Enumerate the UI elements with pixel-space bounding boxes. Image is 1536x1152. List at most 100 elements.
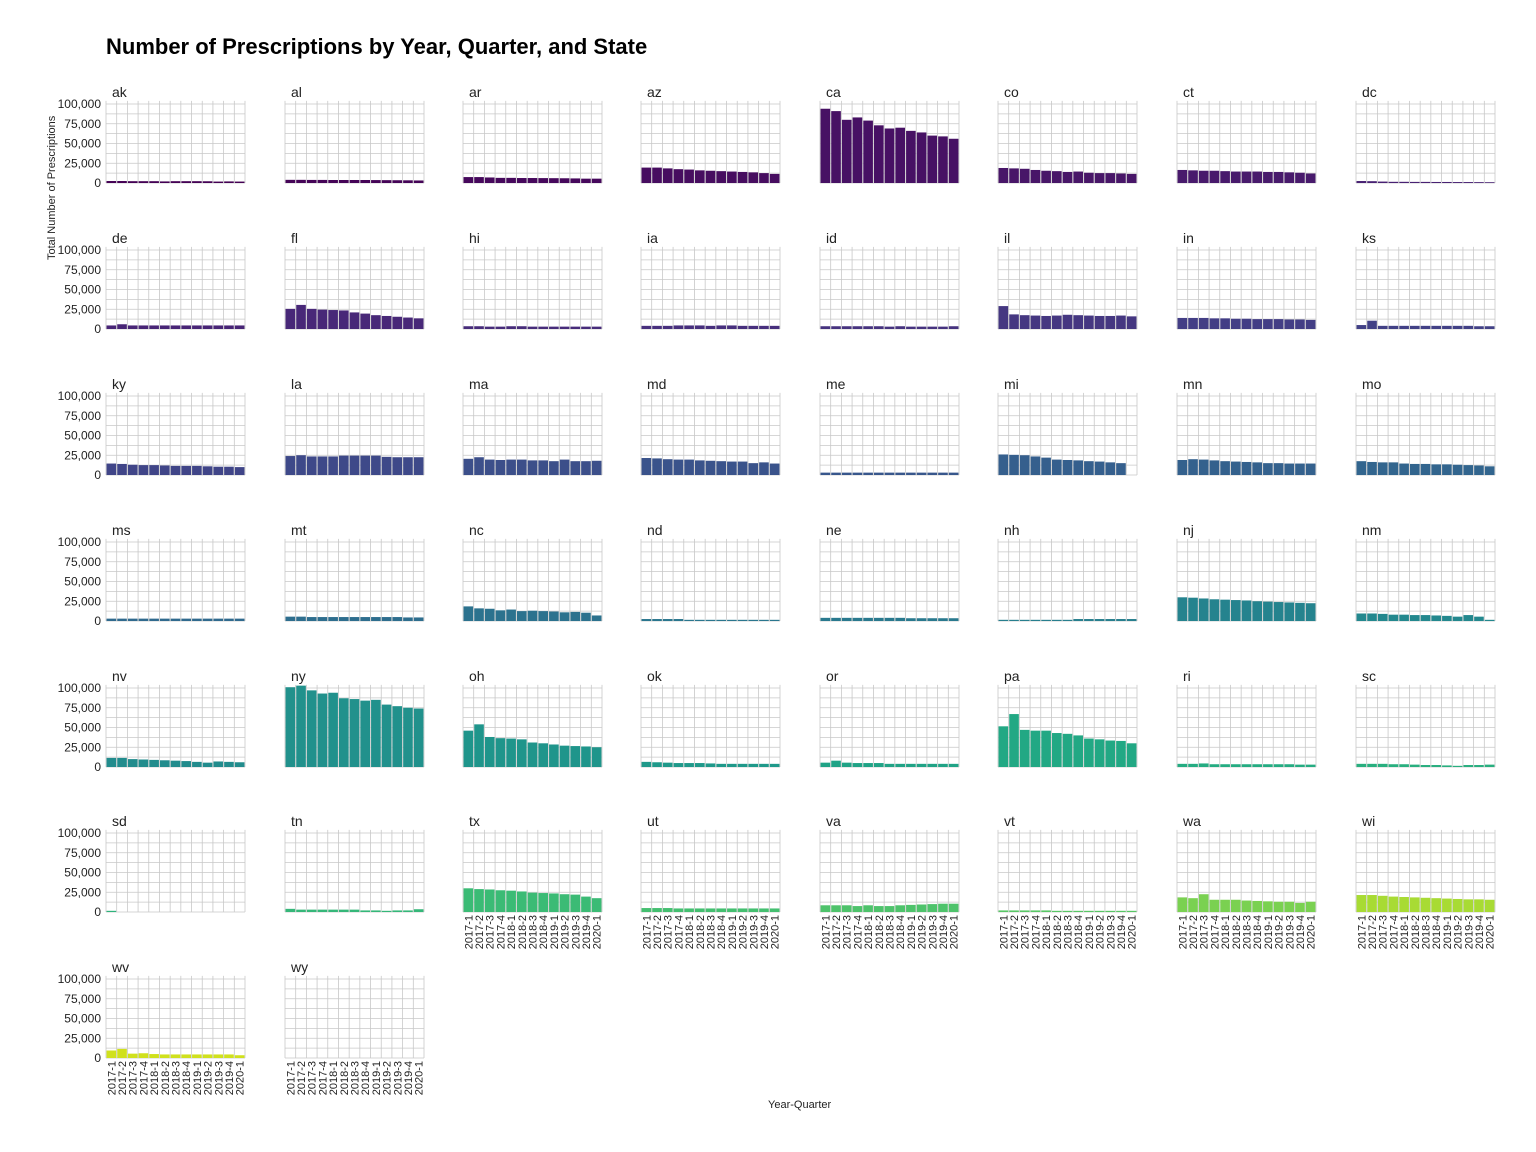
- bar-md-2019-3: [748, 463, 759, 475]
- bar-ky-2017-2: [117, 463, 127, 475]
- bar-or-2020-1: [948, 763, 959, 767]
- facet-label: ms: [112, 522, 131, 538]
- bar-wv-2019-2: [202, 1054, 213, 1058]
- bar-ks-2018-2: [1409, 325, 1420, 329]
- bar-hi-2017-3: [484, 326, 495, 329]
- x-tick-label: 2019-4: [938, 915, 950, 949]
- bar-az-2019-3: [748, 172, 759, 183]
- bar-ma-2019-4: [581, 461, 591, 475]
- x-tick-label: 2017-3: [1020, 915, 1032, 949]
- facet-label: ri: [1183, 668, 1191, 684]
- bar-il-2019-3: [1105, 315, 1116, 329]
- bar-wv-2018-2: [159, 1054, 170, 1058]
- facet-az: az: [640, 84, 781, 184]
- bar-ne-2019-2: [916, 618, 927, 621]
- bar-la-2017-3: [306, 456, 317, 475]
- bar-sc-2019-2: [1452, 765, 1463, 767]
- facet-label: wy: [290, 959, 308, 975]
- bar-hi-2017-4: [495, 326, 506, 329]
- bar-ms-2019-2: [202, 618, 213, 621]
- bar-pa-2017-1: [998, 726, 1009, 767]
- facet-ct: ct: [1176, 84, 1317, 184]
- bar-nv-2019-4: [224, 761, 234, 767]
- bar-va-2017-3: [841, 905, 852, 912]
- facet-ky: ky 0 25,000 50,000 75,000 100,000: [58, 376, 246, 482]
- bar-wv-2017-1: [106, 1050, 117, 1058]
- x-tick-label: 2020-1: [1127, 915, 1139, 949]
- bar-ut-2018-2: [694, 908, 705, 912]
- bar-mt-2020-1: [413, 617, 424, 621]
- bar-nd-2018-3: [705, 619, 716, 621]
- bar-fl-2017-4: [317, 309, 328, 329]
- bar-fl-2017-3: [306, 308, 317, 329]
- bar-nh-2017-1: [998, 619, 1009, 621]
- x-tick-label: 2017-2: [831, 915, 843, 949]
- facet-co: co: [997, 84, 1138, 184]
- bar-sc-2019-3: [1463, 765, 1474, 767]
- bar-ia-2017-2: [652, 325, 662, 329]
- x-tick-label: 2018-4: [895, 915, 907, 949]
- facet-ri: ri: [1176, 668, 1317, 768]
- facet-label: mi: [1004, 376, 1019, 392]
- bar-ky-2019-1: [192, 465, 202, 475]
- bar-va-2018-1: [863, 905, 873, 912]
- bar-tn-2017-3: [306, 909, 317, 912]
- bar-ct-2017-3: [1198, 170, 1209, 183]
- bar-co-2017-2: [1009, 168, 1019, 183]
- bar-al-2018-3: [349, 179, 360, 183]
- facet-label: ak: [112, 84, 128, 100]
- bar-nv-2019-2: [202, 762, 213, 767]
- bar-mt-2018-3: [349, 617, 360, 621]
- y-tick-label: 0: [94, 468, 101, 482]
- y-tick-label: 0: [94, 176, 101, 190]
- bar-mn-2018-2: [1230, 461, 1241, 475]
- bar-mo-2017-4: [1388, 462, 1399, 475]
- bar-wv-2019-1: [192, 1054, 202, 1058]
- bar-il-2018-1: [1041, 315, 1051, 329]
- bar-mo-2018-4: [1431, 464, 1442, 475]
- bar-fl-2018-3: [349, 312, 360, 329]
- bar-wi-2018-3: [1420, 897, 1431, 912]
- bar-nm-2017-2: [1367, 613, 1377, 621]
- facet-label: nd: [647, 522, 663, 538]
- facet-ut: ut2017-12017-22017-32017-42018-12018-220…: [640, 813, 782, 949]
- facet-mn: mn: [1176, 376, 1317, 476]
- bar-tx-2018-2: [516, 891, 527, 912]
- bar-mo-2017-3: [1377, 462, 1388, 475]
- bar-de-2019-4: [224, 325, 234, 329]
- facet-me: me: [819, 376, 960, 476]
- bar-de-2019-1: [192, 325, 202, 329]
- bar-mo-2018-3: [1420, 463, 1431, 475]
- bar-oh-2018-4: [538, 743, 549, 767]
- x-tick-label: 2020-1: [770, 915, 782, 949]
- bar-nc-2018-3: [527, 610, 538, 621]
- bar-co-2017-1: [998, 167, 1009, 183]
- facet-fl: fl: [284, 230, 425, 330]
- bar-dc-2019-3: [1463, 182, 1474, 183]
- facet-label: nv: [112, 668, 127, 684]
- facet-label: az: [647, 84, 662, 100]
- x-tick-label: 2019-3: [570, 915, 582, 949]
- bar-wa-2018-1: [1220, 899, 1230, 912]
- bar-ia-2018-2: [694, 325, 705, 329]
- bar-wa-2019-2: [1273, 901, 1284, 912]
- bar-ok-2019-2: [737, 763, 748, 767]
- bar-tx-2019-3: [570, 894, 581, 912]
- bar-tn-2019-2: [381, 910, 392, 912]
- bar-nd-2019-2: [737, 619, 748, 621]
- bar-ne-2017-2: [831, 617, 841, 621]
- bar-oh-2017-4: [495, 738, 506, 767]
- x-tick-label: 2017-1: [998, 915, 1010, 949]
- facet-nd: nd: [640, 522, 781, 622]
- facet-label: nj: [1183, 522, 1194, 538]
- bar-mn-2018-3: [1241, 461, 1252, 475]
- bar-ny-2018-2: [338, 698, 349, 767]
- bar-az-2019-1: [727, 171, 737, 183]
- facet-label: mo: [1362, 376, 1382, 392]
- bar-hi-2020-1: [591, 326, 602, 329]
- facet-label: ca: [826, 84, 841, 100]
- bar-oh-2017-2: [474, 724, 484, 767]
- x-tick-label: 2017-1: [285, 1061, 297, 1095]
- facet-al: al: [284, 84, 425, 184]
